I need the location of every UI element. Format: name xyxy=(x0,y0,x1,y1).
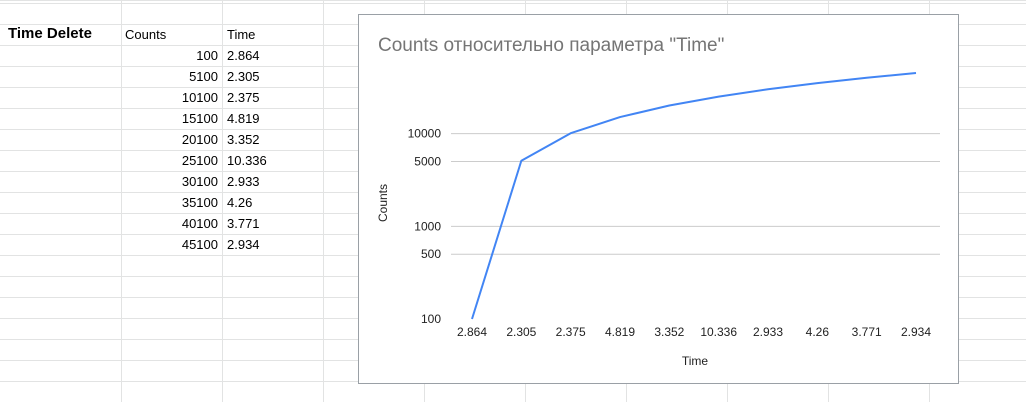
counts-cell[interactable]: 25100 xyxy=(181,153,218,168)
time-cell[interactable]: 2.933 xyxy=(227,174,260,189)
data-point[interactable] xyxy=(815,81,819,85)
line-chart: Counts относительно параметра "Time" 100… xyxy=(376,35,940,368)
counts-cell[interactable]: 10100 xyxy=(181,90,218,105)
counts-cell[interactable]: 5100 xyxy=(189,69,218,84)
header-time-cell[interactable]: Time xyxy=(227,27,256,42)
counts-cell[interactable]: 100 xyxy=(196,48,218,63)
time-cell[interactable]: 4.819 xyxy=(227,111,260,126)
chart-gridlines xyxy=(451,133,940,255)
data-point[interactable] xyxy=(519,159,523,163)
y-tick-label: 1000 xyxy=(414,219,441,233)
y-axis-ticks: 100 500 1000 5000 10000 xyxy=(408,127,442,326)
data-point[interactable] xyxy=(766,87,770,91)
x-tick-label: 2.864 xyxy=(457,325,487,339)
sheet-title-cell[interactable]: Time Delete xyxy=(8,25,92,42)
time-cell[interactable]: 3.771 xyxy=(227,216,260,231)
data-point[interactable] xyxy=(717,95,721,99)
x-tick-label: 2.934 xyxy=(901,325,931,339)
counts-cell[interactable]: 15100 xyxy=(181,111,218,126)
x-tick-label: 2.375 xyxy=(556,325,586,339)
chart-series xyxy=(470,71,918,321)
grid-row-line xyxy=(0,0,1026,1)
grid-column-line xyxy=(121,0,122,402)
counts-cell[interactable]: 40100 xyxy=(181,216,218,231)
series-line[interactable] xyxy=(471,72,917,320)
x-tick-label: 2.933 xyxy=(753,325,783,339)
data-point[interactable] xyxy=(667,104,671,108)
counts-cell[interactable]: 45100 xyxy=(181,237,218,252)
x-tick-label: 2.305 xyxy=(506,325,536,339)
chart-container[interactable]: Counts относительно параметра "Time" 100… xyxy=(358,14,959,384)
data-point[interactable] xyxy=(618,115,622,119)
y-axis-label: Counts xyxy=(376,184,390,222)
x-tick-label: 3.771 xyxy=(852,325,882,339)
x-tick-label: 10.336 xyxy=(700,325,737,339)
header-counts-cell[interactable]: Counts xyxy=(125,27,167,42)
data-point[interactable] xyxy=(914,71,918,75)
chart-title: Counts относительно параметра "Time" xyxy=(378,35,724,56)
y-tick-label: 10000 xyxy=(408,127,442,141)
time-cell[interactable]: 2.864 xyxy=(227,48,260,63)
counts-cell[interactable]: 35100 xyxy=(181,195,218,210)
counts-cell[interactable]: 20100 xyxy=(181,132,218,147)
x-tick-label: 4.819 xyxy=(605,325,635,339)
data-point[interactable] xyxy=(569,131,573,135)
y-tick-label: 5000 xyxy=(414,155,441,169)
counts-cell[interactable]: 30100 xyxy=(181,174,218,189)
time-cell[interactable]: 3.352 xyxy=(227,132,260,147)
time-cell[interactable]: 2.305 xyxy=(227,69,260,84)
grid-column-line xyxy=(323,0,324,402)
x-tick-label: 4.26 xyxy=(806,325,830,339)
x-axis-ticks: 2.864 2.305 2.375 4.819 3.352 10.336 2.933 4.26… xyxy=(457,325,931,339)
y-tick-label: 100 xyxy=(421,312,441,326)
y-tick-label: 500 xyxy=(421,247,441,261)
grid-row-line xyxy=(0,3,1026,4)
grid-column-line xyxy=(222,0,223,402)
data-point[interactable] xyxy=(865,76,869,80)
time-cell[interactable]: 10.336 xyxy=(227,153,267,168)
x-tick-label: 3.352 xyxy=(654,325,684,339)
time-cell[interactable]: 2.934 xyxy=(227,237,260,252)
time-cell[interactable]: 4.26 xyxy=(227,195,253,210)
data-point[interactable] xyxy=(470,317,474,321)
time-cell[interactable]: 2.375 xyxy=(227,90,260,105)
x-axis-label: Time xyxy=(682,354,709,368)
